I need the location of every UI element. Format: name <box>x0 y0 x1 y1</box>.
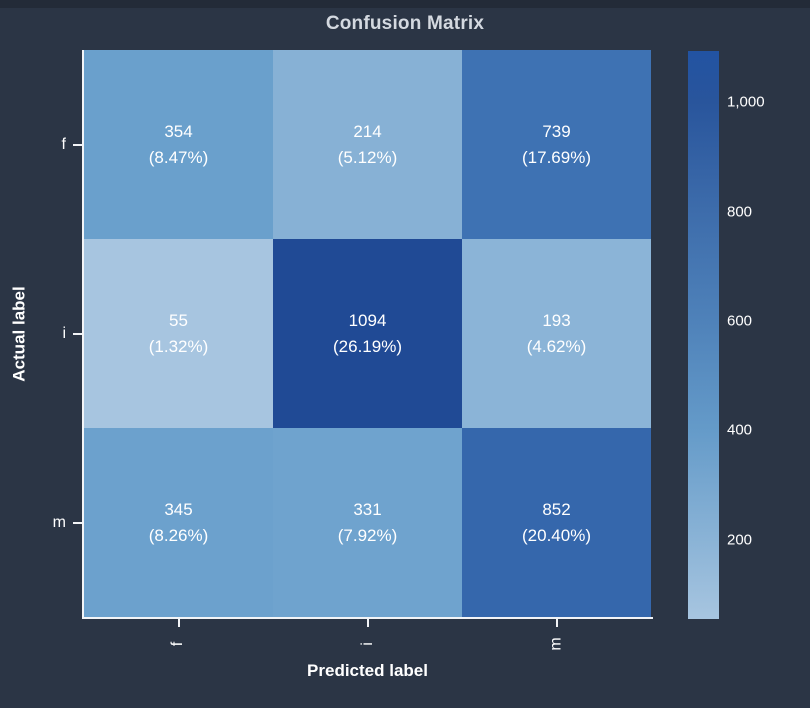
cell-percent: (8.26%) <box>148 525 209 545</box>
cell-count: 354 <box>164 121 193 141</box>
colorbar-tick-400: 400 <box>727 421 753 439</box>
y-tick-mark <box>73 143 82 146</box>
heatmap-grid: 354 (8.47%) 214 (5.12%) 739 (17.69%) 55 (1.32%)… <box>84 50 651 617</box>
y-tick-labels: f i m <box>0 50 82 617</box>
heatmap-cell-m-f: 345 (8.26%) <box>84 428 273 617</box>
x-tick-i: i <box>273 619 462 663</box>
y-tick-label: m <box>52 513 66 531</box>
x-tick-m: m <box>462 619 651 663</box>
cell-count: 345 <box>164 499 193 519</box>
heatmap-cell-m-i: 331 (7.92%) <box>273 428 462 617</box>
x-tick-label: m <box>547 637 565 651</box>
colorbar-tick-1,000: 1,000 <box>727 93 765 111</box>
y-axis-line <box>82 50 84 619</box>
x-tick-mark <box>177 619 180 627</box>
cell-count: 55 <box>169 310 188 330</box>
cell-percent: (17.69%) <box>522 147 591 167</box>
cell-count: 739 <box>542 121 571 141</box>
y-tick-f: f <box>0 50 82 239</box>
heatmap-cell-i-f: 55 (1.32%) <box>84 239 273 428</box>
cell-percent: (20.40%) <box>522 525 591 545</box>
colorbar-tick-labels: 1,000 800 600 400 200 <box>727 51 802 619</box>
y-tick-m: m <box>0 428 82 617</box>
x-tick-f: f <box>84 619 273 663</box>
window-top-edge <box>0 0 810 8</box>
cell-percent: (5.12%) <box>337 147 398 167</box>
x-tick-label: f <box>169 641 187 647</box>
heatmap-cell-i-m: 193 (4.62%) <box>462 239 651 428</box>
y-tick-mark <box>73 332 82 335</box>
colorbar-tick-600: 600 <box>727 312 753 330</box>
y-tick-label: f <box>61 135 66 153</box>
colorbar-gradient <box>688 51 719 619</box>
y-tick-mark <box>73 521 82 524</box>
x-tick-mark <box>555 619 558 627</box>
cell-percent: (4.62%) <box>526 336 587 356</box>
heatmap-cell-f-m: 739 (17.69%) <box>462 50 651 239</box>
cell-percent: (26.19%) <box>333 336 402 356</box>
cell-percent: (1.32%) <box>148 336 209 356</box>
cell-percent: (8.47%) <box>148 147 209 167</box>
cell-count: 193 <box>542 310 571 330</box>
cell-percent: (7.92%) <box>337 525 398 545</box>
heatmap-cell-i-i: 1094 (26.19%) <box>273 239 462 428</box>
heatmap-cell-m-m: 852 (20.40%) <box>462 428 651 617</box>
heatmap-cell-f-i: 214 (5.12%) <box>273 50 462 239</box>
y-tick-i: i <box>0 239 82 428</box>
colorbar-tick-800: 800 <box>727 203 753 221</box>
x-axis-title: Predicted label <box>307 661 428 680</box>
colorbar-tick-200: 200 <box>727 531 753 549</box>
x-tick-mark <box>366 619 369 627</box>
y-tick-label: i <box>62 324 66 342</box>
cell-count: 1094 <box>348 310 387 330</box>
x-tick-label: i <box>358 642 376 646</box>
cell-count: 852 <box>542 499 571 519</box>
cell-count: 331 <box>353 499 382 519</box>
x-axis-line <box>82 617 653 619</box>
cell-count: 214 <box>353 121 382 141</box>
heatmap-cell-f-f: 354 (8.47%) <box>84 50 273 239</box>
chart-title: Confusion Matrix <box>325 13 485 34</box>
